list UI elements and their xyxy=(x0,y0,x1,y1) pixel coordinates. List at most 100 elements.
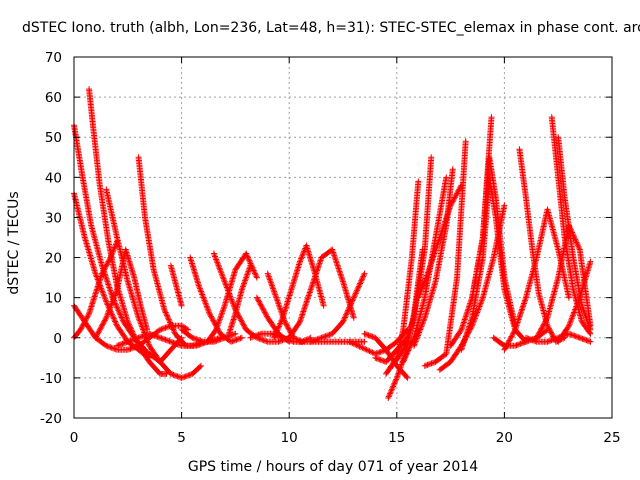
data-point xyxy=(189,342,196,349)
data-point xyxy=(391,380,398,387)
data-point xyxy=(403,373,410,380)
data-point xyxy=(209,316,216,323)
data-point xyxy=(194,336,201,343)
series-arc08 xyxy=(135,154,224,349)
data-point xyxy=(96,328,103,335)
data-point xyxy=(229,338,236,345)
data-point xyxy=(112,318,119,325)
data-point xyxy=(161,325,168,332)
data-point xyxy=(354,286,361,293)
data-point xyxy=(296,258,303,265)
data-point xyxy=(215,262,222,269)
data-point xyxy=(150,332,157,339)
data-point xyxy=(163,324,170,331)
data-point xyxy=(586,338,593,345)
data-point xyxy=(200,295,207,302)
data-point xyxy=(211,320,218,327)
data-point xyxy=(102,316,109,323)
data-point xyxy=(226,291,233,298)
data-point xyxy=(78,325,85,332)
data-point xyxy=(361,330,368,337)
data-point xyxy=(120,340,127,347)
data-point xyxy=(196,363,203,370)
data-point xyxy=(568,331,575,338)
data-point xyxy=(138,333,145,340)
x-tick-label: 25 xyxy=(603,430,620,446)
x-tick-label: 10 xyxy=(281,430,298,446)
data-point xyxy=(285,325,292,332)
data-point xyxy=(369,333,376,340)
data-point xyxy=(126,321,133,328)
data-point xyxy=(274,327,281,334)
data-point xyxy=(113,321,120,328)
data-point xyxy=(347,301,354,308)
data-point xyxy=(253,294,260,301)
data-point xyxy=(227,294,234,301)
data-point xyxy=(424,361,431,368)
data-point xyxy=(188,333,195,340)
data-point xyxy=(126,338,133,345)
data-point xyxy=(271,334,278,341)
data-point xyxy=(203,303,210,310)
data-point xyxy=(350,314,357,321)
data-point xyxy=(110,296,117,303)
data-point xyxy=(462,138,469,145)
data-point xyxy=(282,320,289,327)
series-arc10 xyxy=(135,334,185,365)
data-point xyxy=(129,330,136,337)
data-point xyxy=(239,320,246,327)
data-point xyxy=(251,333,258,340)
data-point xyxy=(124,318,131,325)
data-point xyxy=(349,297,356,304)
data-point xyxy=(101,294,108,301)
data-point xyxy=(116,341,123,348)
data-point xyxy=(415,178,422,185)
data-point xyxy=(114,342,121,349)
data-point xyxy=(102,341,109,348)
data-point xyxy=(192,335,199,342)
data-point xyxy=(360,345,367,352)
data-point xyxy=(106,305,113,312)
data-point xyxy=(229,331,236,338)
data-point xyxy=(230,337,237,344)
data-point xyxy=(115,307,122,314)
data-point xyxy=(205,307,212,314)
data-point xyxy=(218,269,225,276)
data-point xyxy=(100,320,107,327)
data-point xyxy=(135,314,142,321)
data-point xyxy=(390,382,397,389)
series-arc26 xyxy=(372,334,411,365)
data-point xyxy=(103,298,110,305)
data-point xyxy=(162,309,169,316)
series-arc27 xyxy=(383,178,422,377)
data-point xyxy=(177,335,184,342)
data-point xyxy=(587,338,594,345)
data-point xyxy=(340,317,347,324)
data-point xyxy=(159,325,166,332)
data-point xyxy=(222,281,229,288)
data-point xyxy=(170,327,177,334)
data-point xyxy=(245,256,252,263)
data-point xyxy=(253,274,260,281)
data-point xyxy=(199,292,206,299)
data-point xyxy=(197,287,204,294)
data-point xyxy=(427,360,434,367)
data-point xyxy=(443,174,450,181)
data-point xyxy=(125,320,132,327)
series-arc16 xyxy=(225,262,254,337)
data-point xyxy=(213,337,220,344)
data-point xyxy=(227,293,234,300)
data-point xyxy=(210,338,217,345)
data-point xyxy=(357,344,364,351)
data-point xyxy=(208,314,215,321)
y-tick-label: 40 xyxy=(45,170,62,186)
data-point xyxy=(167,338,174,345)
data-point xyxy=(99,289,106,296)
data-point xyxy=(105,308,112,315)
data-point xyxy=(243,250,250,257)
data-point xyxy=(112,291,119,298)
data-point xyxy=(196,285,203,292)
data-point xyxy=(297,257,304,264)
data-point xyxy=(251,268,258,275)
data-point xyxy=(157,334,164,341)
